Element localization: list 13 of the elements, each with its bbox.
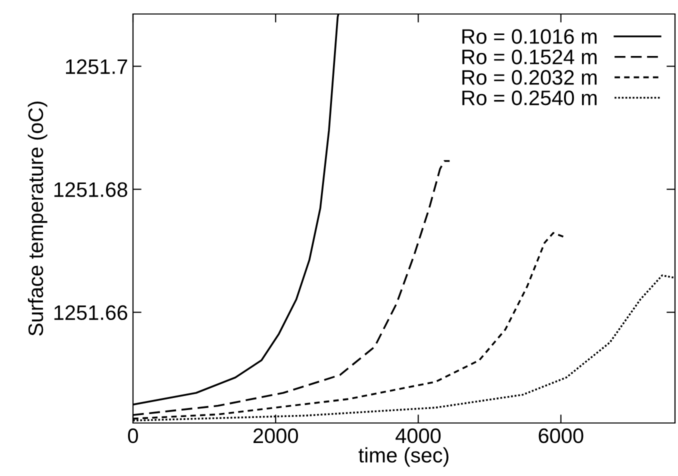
y-axis-title: Surface temperature (oC): [28, 102, 48, 336]
legend-label: Ro = 0.1524 m: [462, 50, 597, 64]
x-tick-label: 6000: [538, 428, 584, 444]
legend-label: Ro = 0.1016 m: [462, 29, 597, 44]
y-tick-label: 1251.7: [66, 59, 128, 74]
x-tick-label: 4000: [396, 428, 441, 444]
legend-label: Ro = 0.2540 m: [462, 90, 597, 106]
x-tick-label: 0: [128, 428, 138, 444]
y-tick-label: 1251.66: [54, 305, 128, 320]
x-axis-title: time (sec): [358, 447, 448, 467]
legend-label: Ro = 0.2032 m: [462, 70, 597, 85]
y-tick-label: 1251.68: [54, 182, 128, 198]
x-tick-label: 2000: [254, 428, 298, 444]
